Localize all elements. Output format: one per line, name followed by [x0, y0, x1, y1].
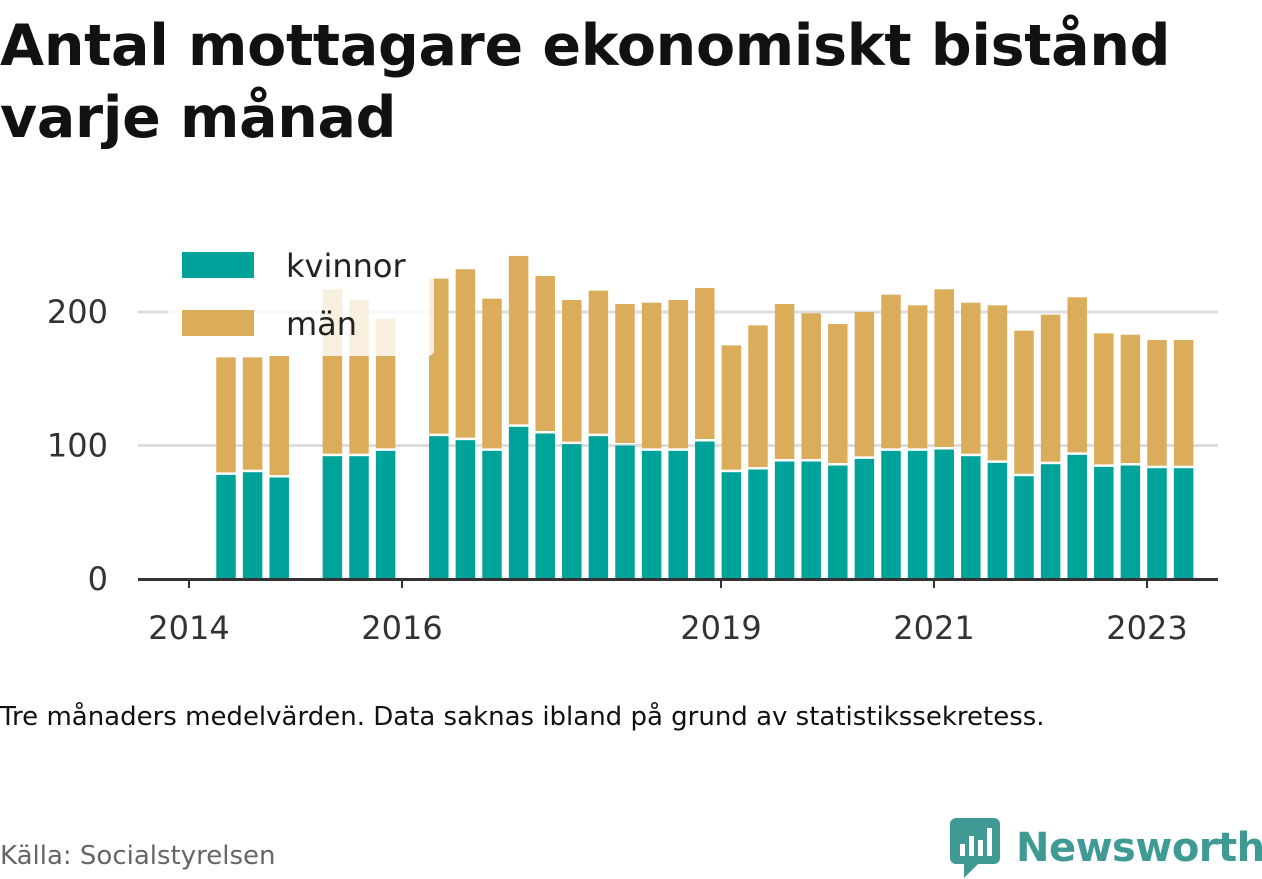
y-tick-label: 0: [88, 560, 108, 598]
bar-kvinnor: [828, 465, 848, 579]
bar-kvinnor: [615, 445, 635, 579]
bar-kvinnor: [1120, 465, 1141, 579]
bar-man: [1014, 330, 1034, 474]
bar-kvinnor: [881, 450, 901, 579]
bar-man: [801, 313, 821, 460]
x-tick-label: 2014: [148, 609, 229, 647]
bar-man: [934, 289, 954, 448]
y-tick-label: 200: [47, 293, 108, 331]
bars: [216, 255, 1194, 579]
bar-kvinnor: [1040, 464, 1061, 579]
bar-kvinnor: [1014, 476, 1034, 579]
bar-kvinnor: [588, 436, 609, 579]
bar-man: [216, 357, 236, 473]
bar-kvinnor: [216, 474, 236, 579]
bar-kvinnor: [801, 461, 821, 579]
bar-man: [881, 294, 901, 449]
chart: 2014 2016 2019 2021 2023 0 100 200 kvinnor män: [46, 238, 1218, 647]
bar-kvinnor: [748, 469, 768, 579]
bar-kvinnor: [721, 472, 742, 579]
bar-man: [269, 356, 289, 476]
bar-man: [721, 345, 742, 470]
bar-kvinnor: [429, 436, 449, 579]
bar-man: [1067, 297, 1087, 453]
y-tick-labels: 0 100 200: [47, 293, 108, 598]
bar-man: [668, 299, 688, 449]
bar-kvinnor: [854, 458, 875, 579]
bar-chart-speech-bubble-icon: [950, 818, 1000, 878]
bar-man: [907, 305, 928, 449]
bar-kvinnor: [375, 450, 396, 579]
source-credit: Källa: Socialstyrelsen: [0, 841, 276, 871]
bar-man: [854, 312, 875, 457]
legend-swatch-man: [182, 310, 254, 336]
x-tick-label: 2021: [893, 609, 974, 647]
bar-kvinnor: [934, 449, 954, 579]
bar-kvinnor: [508, 426, 529, 579]
bar-kvinnor: [482, 450, 502, 579]
brand-name: Newsworthy: [1016, 825, 1262, 871]
bar-kvinnor: [269, 477, 289, 579]
bar-kvinnor: [695, 441, 715, 579]
chart-note: Tre månaders medelvärden. Data saknas ib…: [0, 702, 1045, 732]
bar-man: [588, 290, 609, 434]
brand-logo: Newsworthy: [950, 818, 1262, 878]
bar-kvinnor: [774, 461, 795, 579]
bar-man: [455, 269, 476, 438]
bar-man: [641, 302, 662, 449]
x-tick-label: 2019: [680, 609, 761, 647]
bar-kvinnor: [641, 450, 662, 579]
legend: kvinnor män: [168, 238, 434, 356]
legend-label-man: män: [286, 305, 357, 343]
bar-man: [1173, 340, 1194, 466]
bar-man: [508, 255, 529, 425]
bar-kvinnor: [455, 440, 476, 579]
bar-man: [1040, 314, 1061, 462]
y-tick-label: 100: [47, 427, 108, 465]
bar-kvinnor: [535, 433, 555, 579]
legend-label-kvinnor: kvinnor: [286, 247, 407, 285]
x-axis: 2014 2016 2019 2021 2023: [138, 578, 1218, 647]
bar-kvinnor: [668, 450, 688, 579]
bar-kvinnor: [1173, 468, 1194, 579]
bar-man: [535, 275, 555, 431]
bar-kvinnor: [961, 456, 981, 579]
bar-kvinnor: [1067, 454, 1087, 579]
bar-kvinnor: [349, 456, 369, 579]
bar-man: [242, 357, 263, 470]
x-tick-label: 2023: [1106, 609, 1187, 647]
bar-kvinnor: [1147, 468, 1167, 579]
bar-man: [1120, 334, 1141, 464]
bar-man: [961, 302, 981, 454]
bar-kvinnor: [562, 444, 582, 579]
chart-title: Antal mottagare ekonomiskt bistånd varje…: [0, 13, 1171, 151]
bar-man: [482, 298, 502, 449]
bar-man: [1094, 333, 1114, 465]
bar-man: [562, 299, 582, 442]
bar-kvinnor: [242, 472, 263, 579]
bar-man: [748, 325, 768, 468]
bar-kvinnor: [907, 450, 928, 579]
bar-man: [774, 303, 795, 460]
legend-swatch-kvinnor: [182, 252, 254, 278]
bar-man: [615, 303, 635, 443]
bar-man: [1147, 340, 1167, 466]
x-tick-label: 2016: [361, 609, 442, 647]
bar-man: [695, 287, 715, 439]
bar-man: [828, 324, 848, 464]
bar-kvinnor: [987, 462, 1008, 579]
bar-kvinnor: [322, 456, 343, 579]
bar-man: [987, 305, 1008, 461]
bar-kvinnor: [1094, 466, 1114, 579]
